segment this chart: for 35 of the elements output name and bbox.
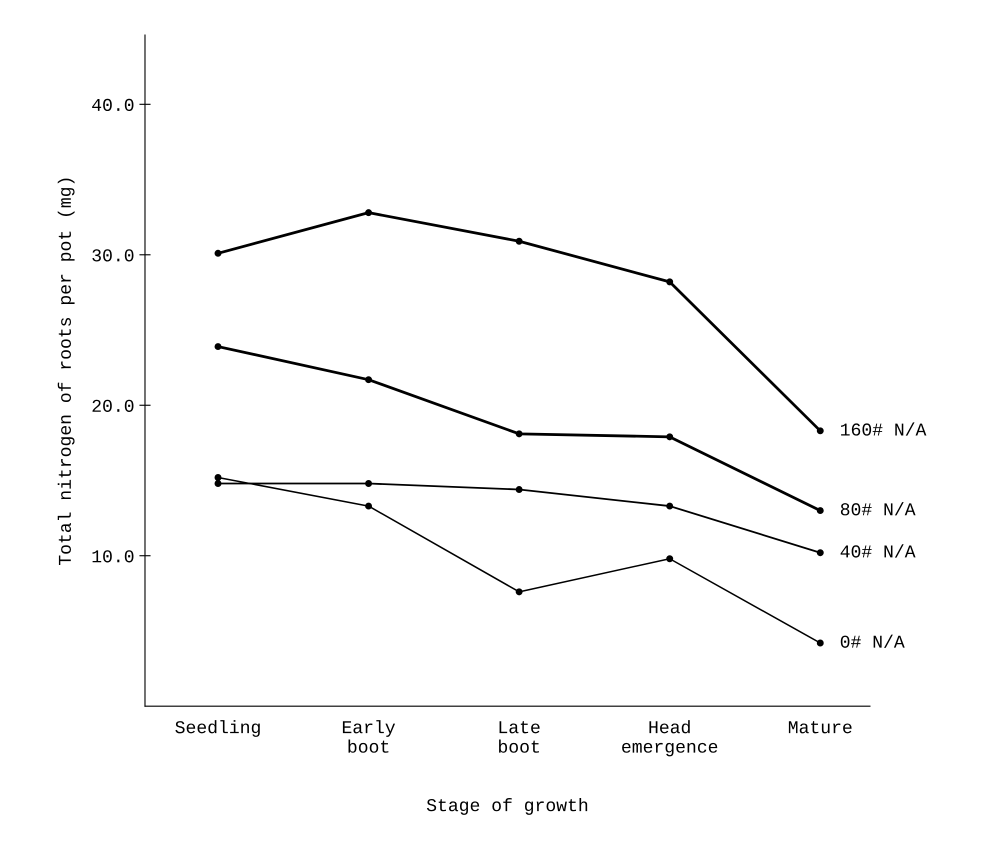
- point: [214, 474, 222, 481]
- series-label: 160# N/A: [841, 422, 926, 436]
- point: [816, 640, 824, 646]
- x-tick-label: Early boot: [342, 720, 396, 753]
- point: [214, 250, 222, 257]
- point: [666, 278, 674, 286]
- series-label: 0# N/A: [840, 634, 905, 648]
- point: [516, 430, 523, 438]
- point: [214, 480, 222, 487]
- point: [365, 502, 372, 510]
- y-tick-label: 40.0: [92, 98, 134, 112]
- x-tick-label: Late boot: [499, 721, 540, 753]
- x-axis-title: Stage of growth: [426, 798, 588, 815]
- point: [214, 343, 222, 350]
- series-label: 40# N/A: [840, 544, 916, 558]
- point: [516, 486, 523, 493]
- point: [365, 376, 372, 384]
- point: [666, 433, 674, 440]
- x-tick-label: Mature: [788, 721, 852, 734]
- series-label: 80# N/A: [840, 502, 916, 516]
- x-tick-label: Seedling: [175, 720, 260, 737]
- point: [365, 209, 372, 216]
- y-tick-label: 20.0: [92, 400, 134, 412]
- point: [516, 238, 523, 245]
- y-axis-title: Total nitrogen of roots per pot (mg): [58, 178, 75, 566]
- point: [365, 480, 372, 487]
- point: [816, 549, 824, 556]
- point: [666, 502, 674, 510]
- point: [816, 427, 824, 434]
- point: [516, 588, 523, 596]
- point: [816, 507, 824, 514]
- point: [666, 555, 674, 562]
- y-tick-label: 30.0: [92, 249, 134, 262]
- y-tick-label: 10.0: [92, 550, 134, 562]
- x-tick-label: Head emergence: [622, 720, 718, 756]
